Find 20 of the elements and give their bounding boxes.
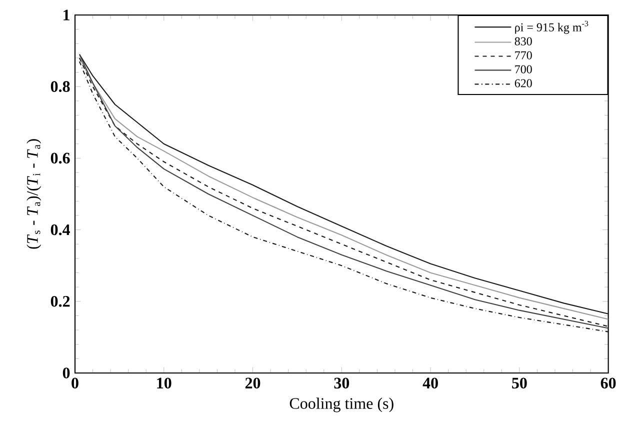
x-tick-label: 20 — [245, 378, 260, 388]
y-tick-label: 1 — [64, 10, 70, 20]
legend-label: 620 — [514, 79, 532, 88]
x-tick-label: 10 — [157, 378, 172, 388]
y-tick-label: 0.2 — [50, 296, 70, 307]
x-axis-title: Cooling time (s) — [290, 398, 394, 412]
y-tick-label: 0.6 — [50, 152, 70, 164]
y-tick-label: 0 — [62, 368, 70, 378]
legend-label: 830 — [514, 37, 532, 46]
legend-label: ρi = 915 kg m$^{-3}$ — [515, 20, 588, 34]
legend-label: 700 — [515, 65, 532, 74]
y-tick-label: 0.4 — [50, 224, 70, 236]
x-tick-label: 50 — [512, 378, 527, 388]
legend-label: 770 — [515, 51, 532, 60]
x-tick-label: 30 — [334, 378, 350, 388]
y-tick-label: 0.8 — [50, 81, 70, 92]
x-tick-label: 0 — [72, 378, 78, 388]
x-tick-label: 60 — [600, 378, 616, 388]
text: (T$_{s}$ - T$_{a}$)/(T$_{i}$ - T$_{a}$) — [26, 139, 42, 249]
x-tick-label: 40 — [422, 378, 438, 388]
